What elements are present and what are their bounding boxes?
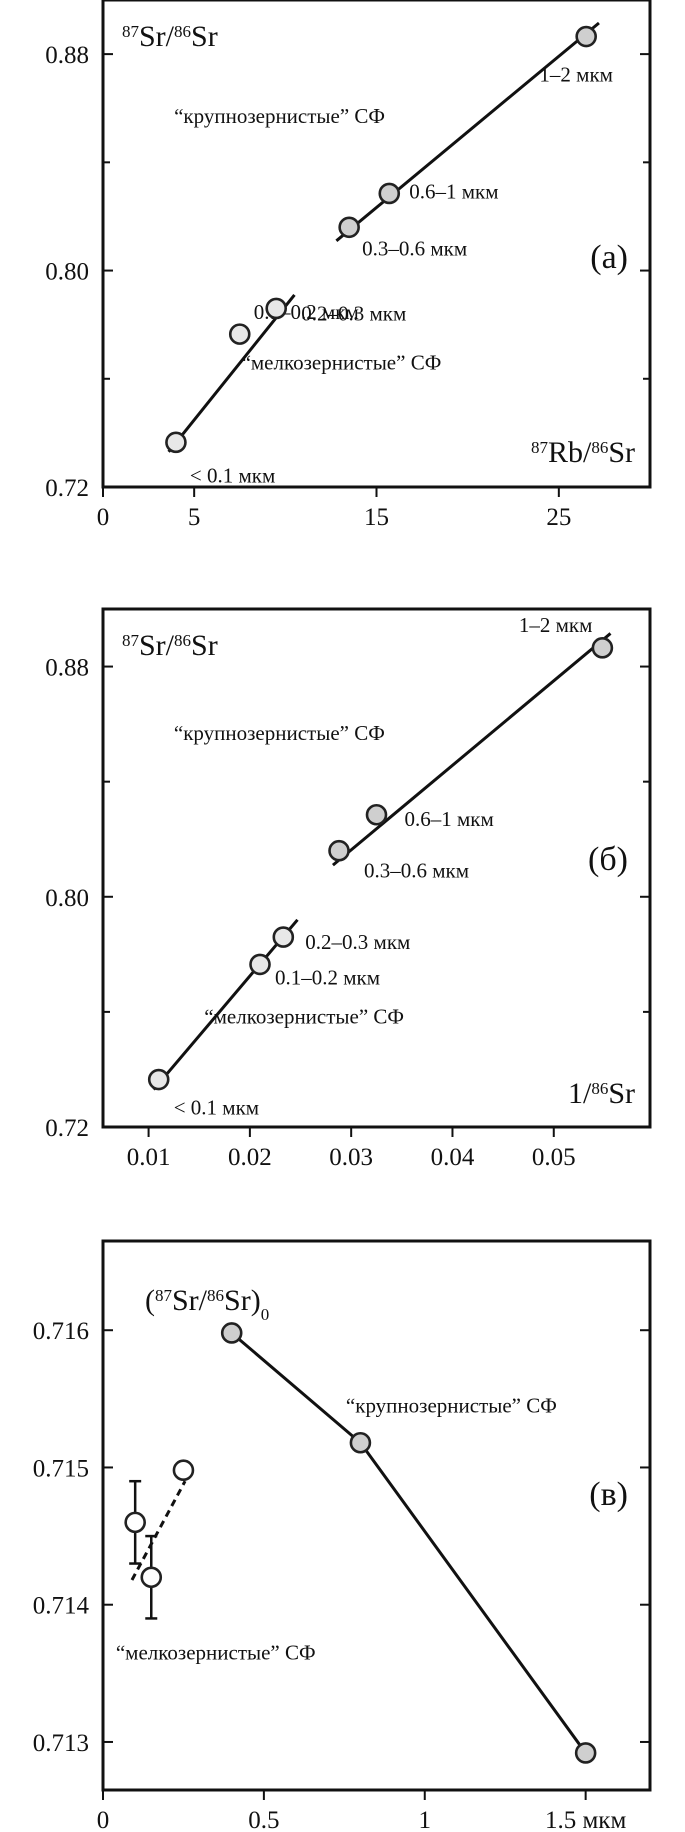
title-part: Sr bbox=[608, 1077, 635, 1110]
x-tick-label: 5 bbox=[188, 504, 201, 531]
point-label: 0.6–1 мкм bbox=[409, 179, 498, 203]
data-point bbox=[272, 926, 295, 948]
annotation: “крупнозернистые” СФ bbox=[174, 721, 385, 745]
point-label: 0.6–1 мкм bbox=[405, 807, 494, 831]
panel-label: (a) bbox=[590, 239, 628, 276]
y-axis-title: 87Sr/86Sr bbox=[122, 629, 218, 662]
x-tick-label: 0.03 bbox=[329, 1144, 373, 1171]
title-part: 1/ bbox=[568, 1077, 592, 1110]
x-tick-label: 0.04 bbox=[431, 1144, 475, 1171]
y-axis-title: 87Sr/86Sr bbox=[122, 20, 218, 53]
x-tick-label: 25 bbox=[546, 504, 571, 531]
panel-label: (б) bbox=[588, 841, 628, 878]
panel-label: (в) bbox=[589, 1476, 628, 1513]
point-label: < 0.1 мкм bbox=[174, 1096, 259, 1120]
data-point bbox=[228, 323, 251, 345]
title-part: 86 bbox=[207, 1286, 224, 1305]
annotation: “крупнозернистые” СФ bbox=[174, 104, 385, 128]
title-part: 86 bbox=[174, 631, 191, 650]
point-label: 0.2–0.3 мкм bbox=[305, 930, 410, 954]
title-part: Sr/ bbox=[139, 629, 175, 662]
trend-line bbox=[167, 293, 296, 453]
x-tick-label: 15 bbox=[364, 504, 389, 531]
point-label: 1–2 мкм bbox=[539, 63, 613, 87]
title-part: 87 bbox=[531, 438, 549, 457]
x-tick-label: 0 bbox=[97, 1807, 110, 1832]
title-part: Rb/ bbox=[548, 436, 592, 469]
point-label: 0.3–0.6 мкм bbox=[362, 236, 467, 260]
title-part: Sr/ bbox=[139, 20, 175, 53]
title-part: 86 bbox=[591, 1079, 608, 1098]
y-tick-label: 0.713 bbox=[33, 1730, 89, 1757]
x-tick-label: 0.01 bbox=[127, 1144, 171, 1171]
trend-line bbox=[152, 918, 299, 1091]
data-point bbox=[591, 637, 614, 659]
data-point bbox=[165, 431, 187, 454]
chart-panel-v: 0.713 0.714 0.715 0.716 0 0.5 1 1.5 мкм “крупноз… bbox=[33, 1239, 652, 1832]
x-axis-title: 87Rb/86Sr bbox=[531, 436, 635, 469]
title-part: Sr bbox=[608, 436, 635, 469]
x-axis-title: 1/86Sr bbox=[568, 1077, 635, 1110]
chart-panel-b: 0.72 0.80 0.88 0.01 0.02 0.03 0.04 0.05 < 0.1 мк… bbox=[45, 607, 652, 1171]
x-tick-label: 1 bbox=[419, 1807, 432, 1832]
data-point bbox=[574, 1742, 597, 1764]
data-point bbox=[349, 1431, 372, 1454]
y-tick-label: 0.72 bbox=[45, 1115, 89, 1142]
annotation: “крупнозернистые” СФ bbox=[346, 1394, 557, 1418]
title-part: Sr/ bbox=[172, 1284, 208, 1317]
y-tick-label: 0.716 bbox=[33, 1318, 89, 1345]
y-tick-label: 0.714 bbox=[33, 1593, 90, 1620]
plot-frame bbox=[101, 1239, 652, 1792]
data-point bbox=[265, 297, 288, 320]
title-part: Sr bbox=[191, 629, 218, 662]
title-part: 0 bbox=[261, 1305, 270, 1324]
x-tick-label: 0.05 bbox=[532, 1144, 576, 1171]
data-point bbox=[378, 182, 401, 205]
y-tick-label: 0.88 bbox=[45, 655, 89, 682]
data-point bbox=[249, 953, 271, 976]
title-part: Sr bbox=[191, 20, 218, 53]
x-tick-label: 0.5 bbox=[248, 1807, 279, 1832]
title-part: 87 bbox=[122, 631, 140, 650]
data-point bbox=[328, 839, 350, 862]
trend-line bbox=[335, 21, 600, 242]
x-tick-label: 0 bbox=[97, 504, 110, 531]
plot-frame bbox=[101, 607, 652, 1129]
y-tick-label: 0.88 bbox=[45, 42, 89, 69]
title-part: Sr) bbox=[224, 1284, 261, 1317]
data-point bbox=[124, 1511, 146, 1534]
x-tick-label: 1.5 мкм bbox=[545, 1807, 626, 1832]
data-point bbox=[338, 216, 360, 239]
point-label: < 0.1 мкм bbox=[190, 463, 275, 487]
x-tick-label: 0.02 bbox=[228, 1144, 272, 1171]
point-label: 0.3–0.6 мкм bbox=[364, 859, 469, 883]
data-point bbox=[147, 1068, 170, 1091]
data-point bbox=[220, 1322, 243, 1344]
y-tick-label: 0.80 bbox=[45, 885, 89, 912]
point-label: 0.2–0.3 мкм bbox=[301, 301, 406, 325]
title-part: 86 bbox=[591, 438, 608, 457]
point-label: 1–2 мкм bbox=[519, 613, 593, 637]
y-tick-label: 0.72 bbox=[45, 475, 89, 502]
annotation: “мелкозернистые” СФ bbox=[242, 350, 442, 374]
title-part: 87 bbox=[122, 22, 140, 41]
trend-line bbox=[331, 632, 612, 867]
y-axis-title: (87Sr/86Sr)0 bbox=[145, 1284, 269, 1324]
data-point bbox=[140, 1566, 163, 1589]
y-tick-label: 0.80 bbox=[45, 259, 89, 286]
data-point bbox=[172, 1459, 195, 1482]
title-part: 87 bbox=[155, 1286, 173, 1305]
title-part: 86 bbox=[174, 22, 191, 41]
data-point bbox=[575, 25, 597, 48]
data-point bbox=[365, 803, 388, 826]
annotation: “мелкозернистые” СФ bbox=[116, 1641, 316, 1665]
point-label: 0.1–0.2 мкм bbox=[275, 965, 380, 989]
y-tick-label: 0.715 bbox=[33, 1455, 89, 1482]
annotation: “мелкозернистые” СФ bbox=[204, 1004, 404, 1028]
title-part: ( bbox=[145, 1284, 155, 1317]
